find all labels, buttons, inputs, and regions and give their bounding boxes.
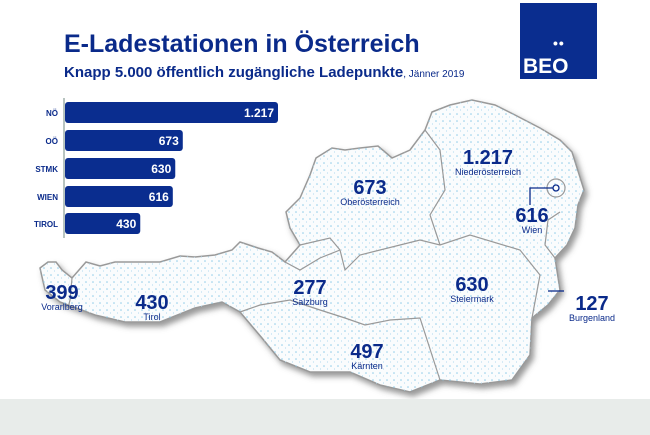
bar-category-label: NÖ: [46, 109, 58, 118]
page-title: E-Ladestationen in Österreich: [64, 30, 420, 58]
bar-category-label: TIROL: [34, 220, 58, 229]
region-label-wien: 616 Wien: [492, 206, 572, 235]
bar-category-label: WIEN: [37, 193, 58, 202]
wien-pointer: [529, 184, 564, 292]
bar-value-label: 616: [149, 190, 169, 204]
logo-dots: ••: [553, 35, 565, 51]
region-value: 127: [575, 293, 609, 315]
region-value: 630: [455, 274, 489, 296]
region-name: Niederösterreich: [454, 167, 522, 177]
bar-value-label: 1.217: [244, 106, 274, 120]
region-name: Salzburg: [292, 297, 328, 307]
bar-value-label: 630: [151, 162, 171, 176]
region-label-oberösterreich: 673 Oberösterreich: [330, 178, 410, 207]
beo-logo: •• BEO: [520, 3, 597, 79]
date: , Jänner 2019: [403, 69, 465, 80]
bar-STMK: [65, 158, 176, 179]
region-label-steiermark: 630 Steiermark: [432, 275, 512, 304]
region-name: Vorarlberg: [41, 302, 83, 312]
region-value: 277: [293, 277, 327, 299]
region-value: 430: [135, 292, 169, 314]
region-value: 616: [515, 205, 549, 227]
region-label-kärnten: 497 Kärnten: [327, 342, 407, 371]
region-name: Wien: [521, 225, 543, 235]
bar-NÖ: [65, 102, 278, 123]
bar-category-label: STMK: [35, 165, 58, 174]
logo-text: BEO: [523, 55, 569, 78]
subtitle-text: Knapp 5.000 öffentlich zugängliche Ladep…: [64, 64, 404, 81]
bar-value-label: 673: [159, 134, 179, 148]
bar-value-label: 430: [116, 217, 136, 231]
bar-OÖ: [65, 130, 183, 151]
region-borders: [67, 129, 566, 381]
region-name: Tirol: [143, 312, 161, 322]
region-label-niederösterreich: 1.217 Niederösterreich: [448, 148, 528, 177]
region-name: Steiermark: [450, 294, 494, 304]
subtitle: Knapp 5.000 öffentlich zugängliche Ladep…: [64, 64, 464, 81]
bar-axis: [63, 98, 65, 238]
region-value: 673: [353, 177, 387, 199]
region-name: Burgenland: [568, 313, 616, 323]
region-label-burgenland: 127 Burgenland: [552, 294, 632, 323]
footer-band: [0, 399, 650, 435]
region-name: Oberösterreich: [340, 197, 400, 207]
region-label-tirol: 430 Tirol: [112, 293, 192, 322]
bar-TIROL: [65, 213, 141, 234]
region-value: 497: [350, 341, 384, 363]
bar-chart: 1.217 NÖ 673 OÖ 630 STMK 616 WIEN 430 TIROL: [34, 102, 278, 234]
region-label-vorarlberg: 399 Vorarlberg: [22, 283, 102, 312]
region-value: 399: [45, 282, 79, 304]
region-value: 1.217: [462, 147, 514, 169]
region-name: Kärnten: [351, 361, 383, 371]
bar-WIEN: [65, 186, 173, 207]
bar-category-label: OÖ: [46, 137, 58, 146]
region-label-salzburg: 277 Salzburg: [270, 278, 350, 307]
